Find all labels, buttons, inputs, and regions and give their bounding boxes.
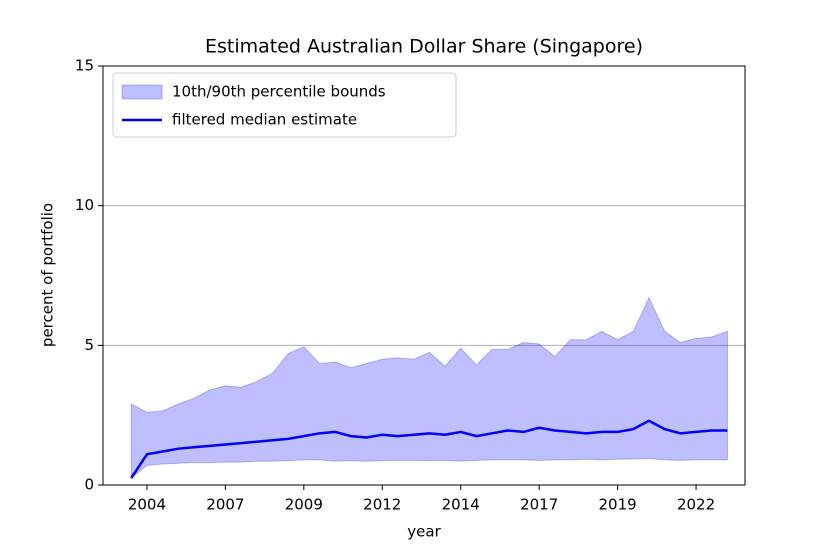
x-tick-label: 2019: [599, 496, 637, 514]
percentile-band: [130, 296, 728, 480]
x-tick-label: 2009: [285, 496, 323, 514]
y-tick-label: 15: [75, 57, 94, 75]
x-tick-label: 2014: [442, 496, 480, 514]
legend-label: 10th/90th percentile bounds: [172, 83, 386, 101]
legend-label: filtered median estimate: [172, 111, 357, 129]
legend-swatch: [121, 84, 163, 100]
chart-title: Estimated Australian Dollar Share (Singa…: [205, 36, 643, 58]
median-line: [130, 419, 728, 479]
y-axis-label: percent of portfolio: [39, 203, 57, 347]
legend: 10th/90th percentile bounds filtered medi…: [112, 72, 457, 138]
legend-box: [112, 72, 457, 138]
x-tick-label: 2017: [520, 496, 558, 514]
x-tick-label: 2007: [206, 496, 244, 514]
x-tick-label: 2022: [677, 496, 715, 514]
x-axis-label: year: [407, 523, 441, 541]
y-tick-label: 10: [75, 196, 94, 214]
x-tick-label: 2004: [128, 496, 166, 514]
x-tick-label: 2012: [363, 496, 401, 514]
y-tick-label: 0: [84, 476, 94, 494]
plot-frame: [102, 65, 746, 486]
y-tick-label: 5: [84, 336, 94, 354]
